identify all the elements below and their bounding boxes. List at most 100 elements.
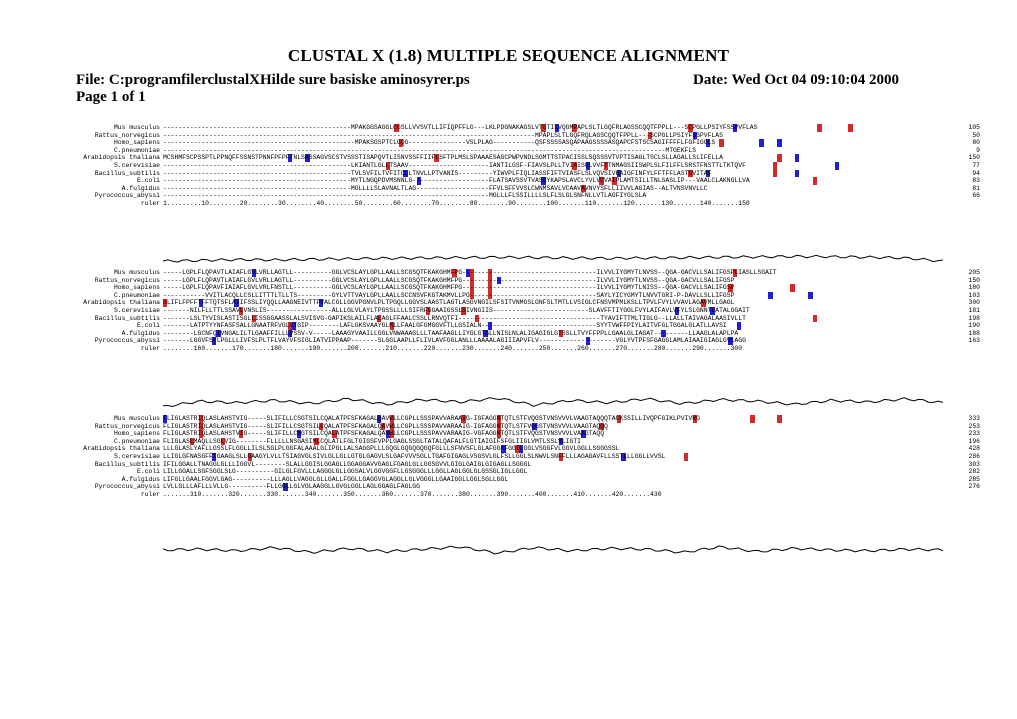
file-path: File: C:programfilerclustalXHilde sure b… (76, 72, 470, 88)
conservation-line (163, 397, 943, 408)
residue-count (950, 345, 980, 353)
sequence-row: -----LGPLFLQPAVTLAIAFLGVLVRLLAGTLL------… (163, 276, 735, 284)
residue-highlight (750, 415, 755, 423)
sequence-name: Bacillus_subtilis (94, 460, 160, 468)
sequence-name: S.cerevisiae (113, 306, 160, 314)
residue-count: 300 (968, 299, 980, 307)
residue-highlight (461, 307, 466, 315)
residue-highlight (314, 437, 319, 446)
residue-highlight (496, 276, 502, 285)
residue-highlight (728, 284, 733, 292)
residue-highlight (220, 437, 226, 446)
print-date: Date: Wed Oct 04 09:10:04 2000 (693, 72, 899, 88)
residue-highlight (287, 322, 293, 330)
residue-highlight (612, 177, 617, 185)
sequence-name: C.pneumoniae (113, 437, 160, 445)
residue-count: 303 (968, 460, 980, 468)
residue-highlight (389, 415, 395, 423)
sequence-row: --------LGCNFQIVNGALILTLGAAFFILLLPSSV-V-… (163, 329, 739, 337)
residue-highlight (198, 299, 204, 307)
residue-highlight (238, 307, 244, 315)
sequence-name: Rattus_norvegicus (94, 131, 160, 139)
sequence-name: E.coli (136, 468, 160, 476)
residue-count: 282 (968, 468, 980, 476)
residue-highlight (234, 299, 239, 307)
residue-highlight (287, 329, 293, 338)
residue-highlight (514, 445, 519, 453)
residue-highlight (790, 284, 795, 292)
residue-highlight (621, 453, 626, 461)
sequence-name: C.pneumoniae (113, 291, 160, 299)
residue-highlight (648, 131, 653, 140)
conservation-line (163, 545, 943, 555)
sequence-row: -----LGPLFLQPAVTLAIAFLGVLVRLLAGTLL------… (163, 269, 777, 276)
residue-highlight (719, 139, 724, 147)
residue-highlight (599, 177, 604, 185)
sequence-row: FLIGLASTRIQLASLAHSTVIG-----SLIFILLCSGTSI… (163, 430, 605, 438)
residue-highlight (247, 453, 252, 461)
residue-highlight (616, 415, 622, 423)
residue-count: 50 (972, 131, 980, 139)
residue-highlight (318, 422, 324, 431)
residue-highlight (599, 422, 604, 431)
residue-count: 196 (968, 437, 980, 445)
sequence-row: ----------------------------------------… (163, 169, 712, 177)
residue-count: 180 (968, 284, 980, 292)
residue-highlight (683, 453, 689, 461)
residue-highlight (559, 437, 564, 446)
residue-highlight (389, 322, 395, 330)
sequence-name: Mus musculus (113, 415, 160, 422)
sequence-row: ----------------------------------------… (163, 139, 716, 147)
residue-highlight (794, 169, 800, 178)
residue-highlight (496, 415, 502, 423)
residue-highlight (252, 269, 257, 277)
sequence-name: Rattus_norvegicus (94, 276, 160, 284)
residue-highlight (211, 453, 217, 461)
residue-highlight (812, 177, 818, 185)
sequence-row: -------LGGVFSYLPGLLLIVFSLPLTFLVAYVFSIGLI… (163, 337, 746, 345)
sequence-row: LILLGGALLSGFSGGLSLG----------GILGLFGVLLL… (163, 468, 528, 476)
residue-highlight (559, 329, 564, 338)
residue-highlight (541, 177, 546, 185)
conservation-line (163, 254, 943, 263)
ruler-row: 1.........10........20........30........… (163, 199, 750, 207)
page-number: Page 1 of 1 (76, 89, 146, 105)
residue-count: 9 (976, 146, 980, 154)
residue-count: 205 (968, 269, 980, 276)
sequence-row: FLIGLASLMAQLLSGLVIG--------FLLLLLNSGASIM… (163, 437, 582, 445)
residue-highlight (487, 291, 493, 300)
residue-highlight (332, 430, 337, 438)
ruler-row: .......310.......320.......330.......340… (163, 490, 662, 498)
ruler-row: ........160.......170.......180.......19… (163, 344, 743, 352)
residue-count: 198 (968, 314, 980, 322)
sequence-row: -------LATPTYYNFASFSALLGNAATRFVGLVTGIP--… (163, 322, 727, 330)
residue-highlight (603, 162, 608, 170)
sequence-name: ruler (140, 344, 160, 352)
residue-highlight (692, 131, 697, 140)
residue-count: 94 (972, 169, 980, 177)
sequence-name: Homo_sapiens (113, 430, 160, 438)
residue-highlight (572, 124, 577, 132)
residue-highlight (661, 329, 666, 338)
residue-highlight (198, 430, 204, 438)
sequence-name: Bacillus_subtilis (94, 169, 160, 177)
sequence-name: ruler (140, 199, 160, 207)
sequence-names: Mus musculus Rattus_norvegicus Homo_sapien… (0, 415, 160, 499)
residue-count: 190 (968, 322, 980, 330)
residue-count: 253 (968, 422, 980, 430)
residue-highlight (759, 139, 764, 147)
residue-highlight (777, 139, 782, 147)
residue-highlight (501, 445, 506, 453)
sequence-name: Mus musculus (113, 269, 160, 276)
residue-highlight (834, 162, 840, 170)
residue-highlight (461, 415, 466, 423)
sequence-row: -------LSLTYVISLASTISGLLISSGGAASSLALSVIS… (163, 314, 746, 322)
sequence-name: Pyrococcus_abyssi (94, 337, 160, 345)
sequence-row: ----------------------------------------… (163, 184, 708, 192)
residue-counts: 205 150 180 103 300 181 198 190 188 163 (950, 269, 980, 353)
sequence-row: LLIGLGFNASGFFIGAAGLSLLGAAGYLVLLTSIAGVGLS… (163, 452, 666, 460)
residue-highlight (768, 291, 773, 300)
sequence-row: IFILGGALLTNAGGLGLLLIGGVL--------SLALLGGI… (163, 460, 532, 468)
residue-count: 286 (968, 452, 980, 460)
residue-count: 105 (968, 124, 980, 131)
